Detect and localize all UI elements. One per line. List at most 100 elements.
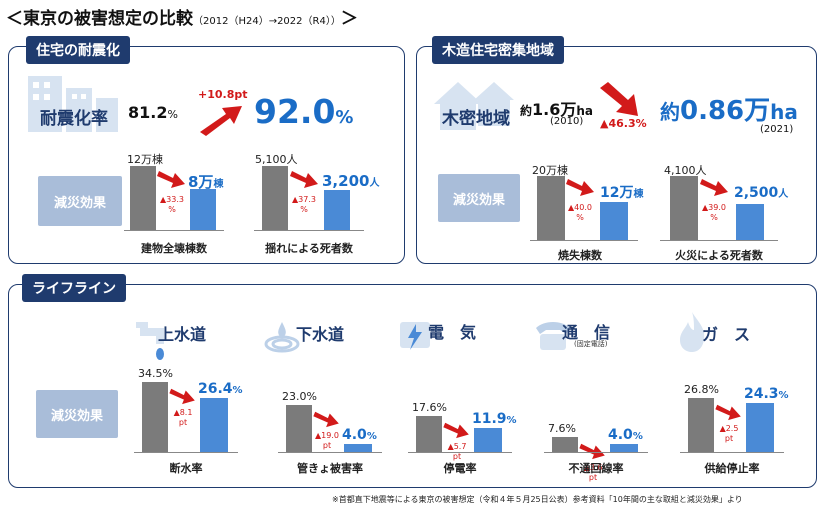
chart-change: ▲5.7 pt [442, 442, 472, 462]
chart-baseline [124, 230, 224, 231]
chart-before-label: 26.8% [684, 383, 719, 396]
chart-caption: 建物全壊棟数 [141, 242, 207, 255]
chart-after-unit: % [778, 390, 789, 401]
housing-before-unit: % [167, 108, 178, 121]
down-arrow-icon [566, 179, 594, 196]
chart-caption: 停電率 [443, 462, 477, 475]
chart-caption: 断水率 [169, 462, 203, 475]
lifeline-title-water: 上水道 [158, 325, 207, 344]
chart-change-value: ▲5.7 [447, 442, 467, 451]
chart-after-number: 3,200 [322, 172, 370, 190]
wooden-after-number: 0.86万 [680, 96, 771, 126]
chart-change-value: ▲40.0 [568, 203, 592, 212]
page-title: ＜東京の被害想定の比較（2012（H24）→2022（R4））＞ [6, 4, 358, 29]
chart-baseline [530, 240, 638, 241]
telephone-icon [536, 322, 570, 350]
chart-before-label: 17.6% [412, 401, 447, 414]
chart-after-label: 24.3% [744, 383, 789, 402]
chart-baseline [254, 230, 364, 231]
chart-baseline [134, 452, 238, 453]
chart-before-label: 5,100人 [255, 153, 298, 166]
chart-before-label: 7.6% [548, 422, 576, 435]
lifeline-effect-label: 減災効果 [36, 390, 118, 438]
chart-before-bar [142, 382, 168, 452]
chart-before-label: 23.0% [282, 390, 317, 403]
chart-after-unit: % [366, 431, 377, 442]
housing-delta: +10.8pt [198, 88, 248, 101]
chart-change: ▲19.0 pt [312, 431, 342, 451]
chart-after-unit: % [632, 431, 643, 442]
chart-after-label: 3,200人 [322, 171, 379, 190]
chart-after-number: 11.9 [472, 411, 507, 427]
wooden-metric-label: 木密地域 [442, 109, 510, 129]
lifeline-title-gas: ガ ス [702, 325, 751, 344]
chart-before-bar [130, 166, 156, 230]
chart-caption: 火災による死者数 [675, 249, 763, 262]
chart-after-bar [200, 398, 228, 452]
down-arrow-icon [157, 171, 185, 188]
chart-change-unit: % [300, 205, 308, 214]
chart-baseline [680, 452, 784, 453]
wooden-after-unit: ha [770, 100, 798, 124]
chart-baseline [660, 240, 778, 241]
wooden-before-number: 1.6万 [532, 100, 577, 119]
chart-change: ▲33.3% [158, 195, 186, 215]
housing-up-arrow-icon [200, 106, 242, 136]
wooden-before-unit: ha [576, 104, 594, 118]
down-arrow-icon [700, 179, 728, 196]
chart-baseline [278, 452, 382, 453]
flame-icon [680, 312, 705, 352]
chart-after-number: 2,500 [734, 185, 779, 201]
page-title-main: ＜東京の被害想定の比較 [6, 9, 193, 29]
down-arrow-icon [169, 388, 195, 405]
chart-change: ▲8.1 pt [168, 408, 198, 428]
chart-before-bar [552, 437, 578, 452]
chart-before-label: 34.5% [138, 367, 173, 380]
chart-change-unit: pt [588, 473, 598, 482]
chart-before-bar [286, 405, 312, 452]
wooden-before-prefix: 約 [520, 104, 533, 118]
chart-change-value: ▲19.0 [315, 431, 339, 440]
chart-change-value: ▲2.5 [719, 424, 739, 433]
chart-after-label: 4.0% [608, 424, 643, 443]
wooden-after-prefix: 約 [660, 100, 680, 124]
lifeline-title-sewer: 下水道 [296, 325, 345, 344]
housing-before-number: 81.2 [128, 103, 168, 122]
chart-before-bar [262, 166, 288, 230]
chart-after-label: 12万棟 [600, 182, 643, 202]
chart-after-unit: % [232, 385, 243, 396]
chart-change: ▲3.6 pt [578, 463, 608, 483]
chart-after-unit: 人 [778, 189, 789, 200]
chart-change: ▲39.0% [700, 203, 728, 223]
chart-before-label: 20万棟 [532, 164, 568, 177]
chart-after-number: 8万 [188, 173, 214, 191]
chart-after-bar [474, 428, 502, 452]
chart-after-label: 11.9% [472, 408, 517, 427]
wooden-down-arrow-icon [600, 82, 638, 116]
housing-tag: 住宅の耐震化 [26, 36, 130, 64]
chart-after-bar [344, 444, 372, 452]
down-arrow-icon [313, 411, 339, 428]
chart-change-unit: pt [724, 434, 734, 443]
lightning-icon [400, 322, 430, 350]
wooden-effect-label: 減災効果 [438, 174, 520, 222]
wooden-after-value: 約0.86万ha [660, 90, 798, 127]
chart-after-label: 26.4% [198, 378, 243, 397]
housing-effect-label: 減災効果 [38, 176, 122, 226]
chart-baseline [408, 452, 512, 453]
chart-after-number: 4.0 [608, 427, 633, 443]
lifeline-title-telecom: 通 信 [562, 323, 611, 342]
down-arrow-icon [579, 443, 605, 460]
down-arrow-icon [290, 171, 318, 188]
chart-change-value: ▲3.6 [583, 463, 603, 472]
chart-after-bar [610, 444, 638, 452]
lifeline-tag: ライフライン [22, 274, 126, 302]
faucet-icon [136, 322, 164, 360]
chart-after-unit: % [506, 415, 517, 426]
chart-after-label: 2,500人 [734, 182, 788, 201]
chart-after-number: 26.4 [198, 381, 233, 397]
chart-caption: 揺れによる死者数 [265, 242, 353, 255]
chart-after-unit: 棟 [633, 189, 644, 200]
housing-after-unit: % [335, 107, 354, 128]
chart-after-bar [190, 189, 216, 230]
